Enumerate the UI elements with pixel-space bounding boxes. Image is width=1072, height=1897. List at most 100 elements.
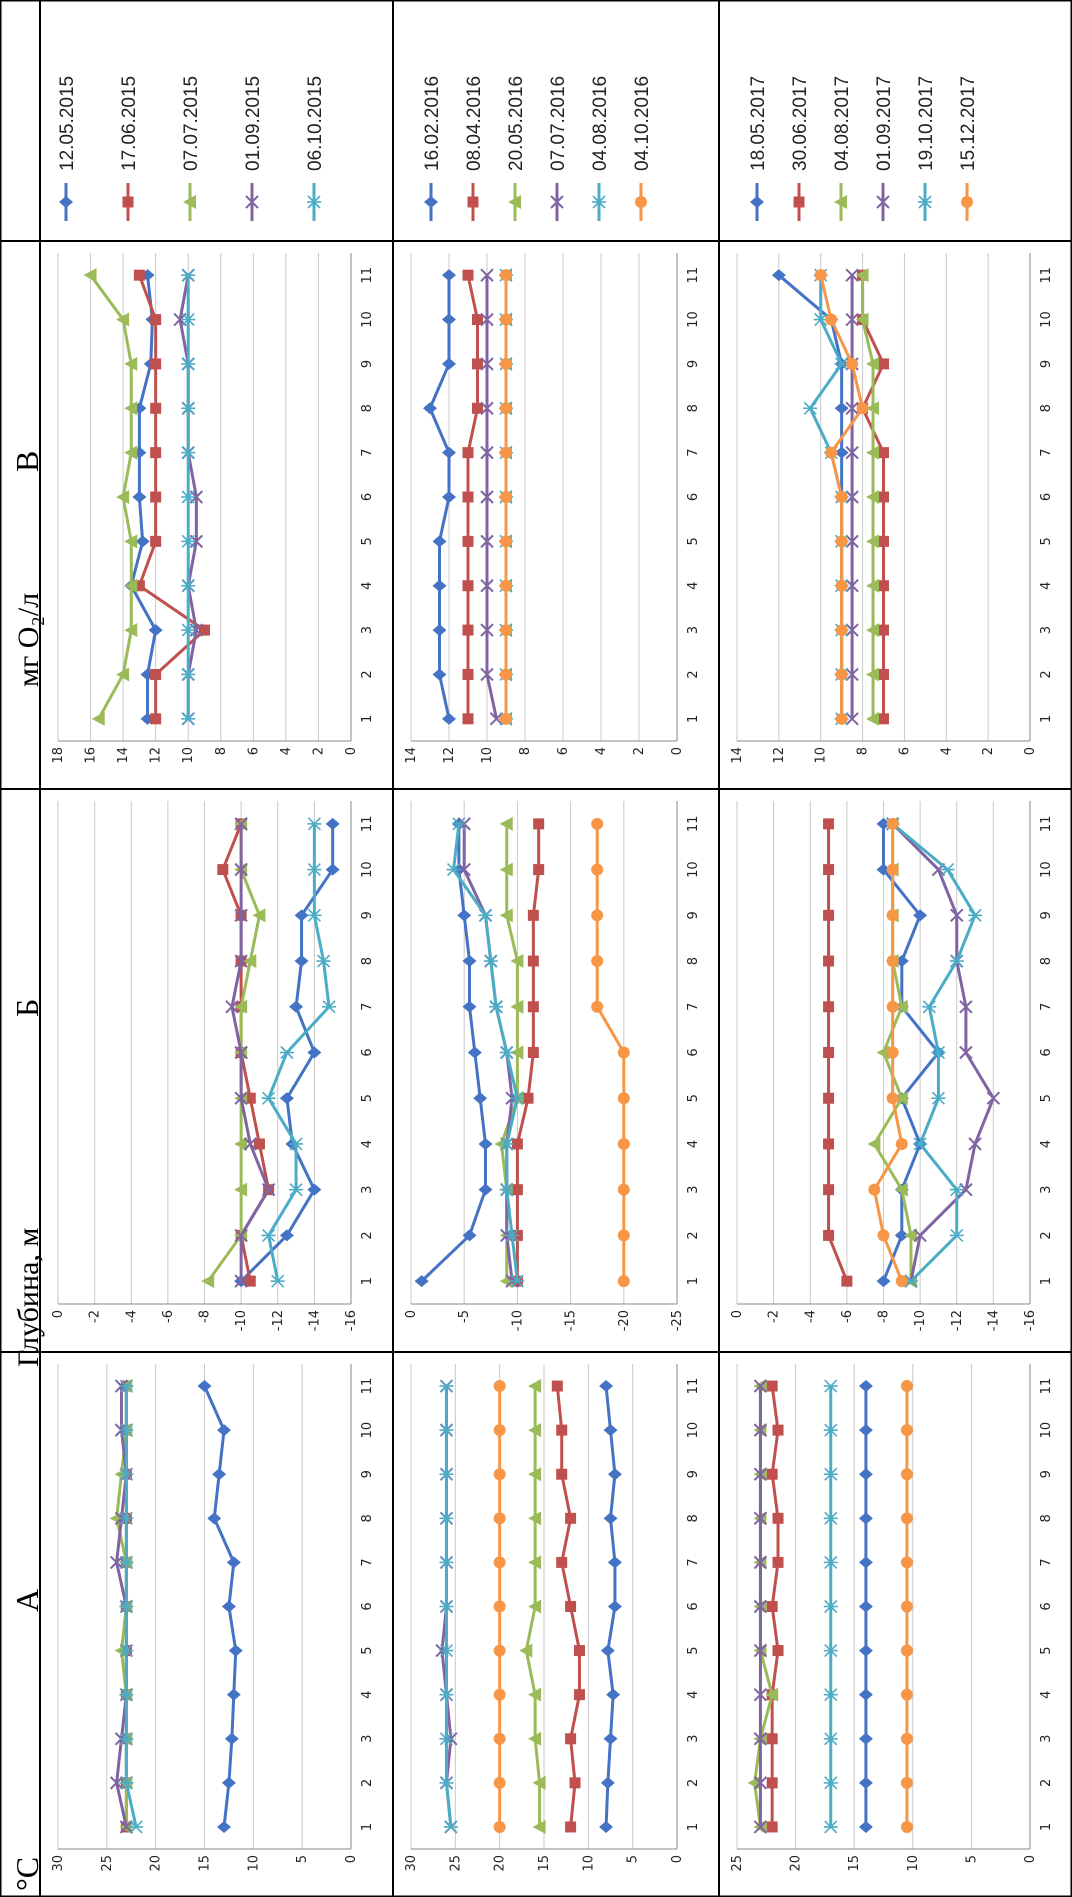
x-tick-label: 10	[686, 1422, 701, 1439]
chart-panel: 0 5 10 15 20 25 1 2 3 4 5 6 7 8 9 10 11	[730, 1364, 1054, 1872]
data-point	[766, 1601, 778, 1612]
y-tick-label: 4	[939, 747, 954, 755]
data-point	[556, 1424, 568, 1436]
y-tick-label: -10	[913, 1310, 928, 1331]
data-point	[252, 908, 266, 923]
series-orange	[868, 817, 908, 1288]
data-point	[527, 1047, 539, 1058]
data-point	[600, 1644, 615, 1657]
data-point	[556, 1468, 568, 1480]
data-point	[480, 490, 494, 504]
data-point	[489, 712, 504, 726]
data-point	[606, 1688, 621, 1701]
data-point	[124, 356, 138, 371]
y-tick-label: 0	[1023, 1855, 1038, 1863]
data-point	[858, 1556, 873, 1569]
data-point	[499, 1137, 514, 1151]
data-point	[510, 999, 524, 1014]
series-line	[206, 823, 261, 1283]
chart-panel: -25 -20 -15 -10 -5 0 1 2 3 4 5 6 7 8 9 10 11	[404, 801, 701, 1331]
data-point	[527, 955, 539, 967]
y-tick-label: 0	[404, 1310, 419, 1318]
legend-marker	[918, 195, 932, 209]
data-point	[766, 1777, 778, 1789]
data-point	[528, 1599, 542, 1614]
data-point	[500, 712, 512, 725]
data-point	[858, 1468, 873, 1481]
series-purple	[753, 1379, 768, 1834]
data-point	[876, 863, 891, 876]
data-point	[478, 1183, 493, 1196]
x-tick-label: 6	[1039, 1602, 1054, 1610]
x-tick-label: 5	[360, 1094, 375, 1102]
marker-stroke	[480, 445, 494, 460]
data-point	[949, 1183, 964, 1197]
data-point	[109, 1776, 124, 1790]
legend-label: 04.08.2017	[832, 76, 853, 171]
x-tick-label: 11	[360, 1378, 375, 1395]
data-point	[858, 1424, 873, 1437]
y-tick-label: 30	[51, 1855, 66, 1872]
data-point	[591, 863, 604, 876]
legend-marker	[834, 195, 847, 209]
y-tick-label: 20	[493, 1855, 508, 1872]
series-red	[766, 1380, 784, 1833]
data-point	[533, 818, 545, 830]
data-point	[499, 1045, 514, 1060]
data-point	[480, 312, 494, 327]
x-tick-label: 8	[360, 957, 375, 965]
data-point	[124, 445, 138, 460]
data-point	[207, 1512, 222, 1525]
data-point	[607, 1556, 622, 1569]
x-tick-label: 8	[686, 1514, 701, 1522]
data-point	[845, 667, 859, 682]
x-tick-label: 7	[686, 448, 701, 456]
data-point	[181, 623, 196, 637]
marker-stroke	[950, 908, 964, 923]
data-point	[823, 1599, 838, 1614]
data-point	[129, 1820, 144, 1834]
y-tick-label: -8	[198, 1310, 213, 1323]
panel-b-label: Б	[9, 999, 45, 1017]
data-point	[858, 1644, 873, 1657]
data-point	[499, 816, 513, 831]
data-point	[119, 1423, 134, 1437]
data-point	[878, 447, 889, 459]
data-point	[217, 1424, 232, 1437]
y-tick-label: -2	[88, 1310, 103, 1323]
data-point	[439, 1644, 454, 1658]
data-point	[772, 1424, 784, 1436]
data-point	[845, 712, 859, 726]
data-point	[500, 668, 512, 681]
x-tick-label: 4	[1039, 1140, 1054, 1148]
data-point	[866, 623, 880, 638]
data-point	[753, 1732, 768, 1746]
data-point	[603, 1424, 618, 1437]
data-point	[500, 446, 512, 459]
data-point	[922, 1000, 937, 1014]
series-green	[855, 268, 880, 726]
data-point	[895, 1275, 908, 1288]
y-tick-label: 25	[100, 1855, 115, 1872]
x-tick-label: 5	[686, 537, 701, 545]
y-tick-label: -8	[877, 1310, 892, 1323]
x-tick-label: 6	[686, 493, 701, 501]
data-point	[573, 1689, 585, 1701]
series-purple	[225, 817, 276, 1288]
data-point	[856, 402, 869, 415]
data-point	[443, 1820, 458, 1834]
x-tick-label: 9	[686, 1470, 701, 1478]
series-green	[519, 1379, 546, 1834]
legend-marker	[467, 196, 479, 208]
legend-label: 12.05.2015	[57, 76, 78, 171]
series-red	[857, 269, 889, 725]
data-point	[480, 401, 494, 415]
data-point	[823, 1138, 835, 1150]
data-point	[500, 491, 512, 503]
marker-stroke	[845, 667, 859, 682]
x-tick-label: 6	[1039, 1048, 1054, 1056]
x-tick-label: 9	[1039, 1470, 1054, 1478]
data-point	[119, 1555, 134, 1569]
y-tick-label: -4	[803, 1310, 818, 1323]
data-point	[603, 1732, 618, 1745]
